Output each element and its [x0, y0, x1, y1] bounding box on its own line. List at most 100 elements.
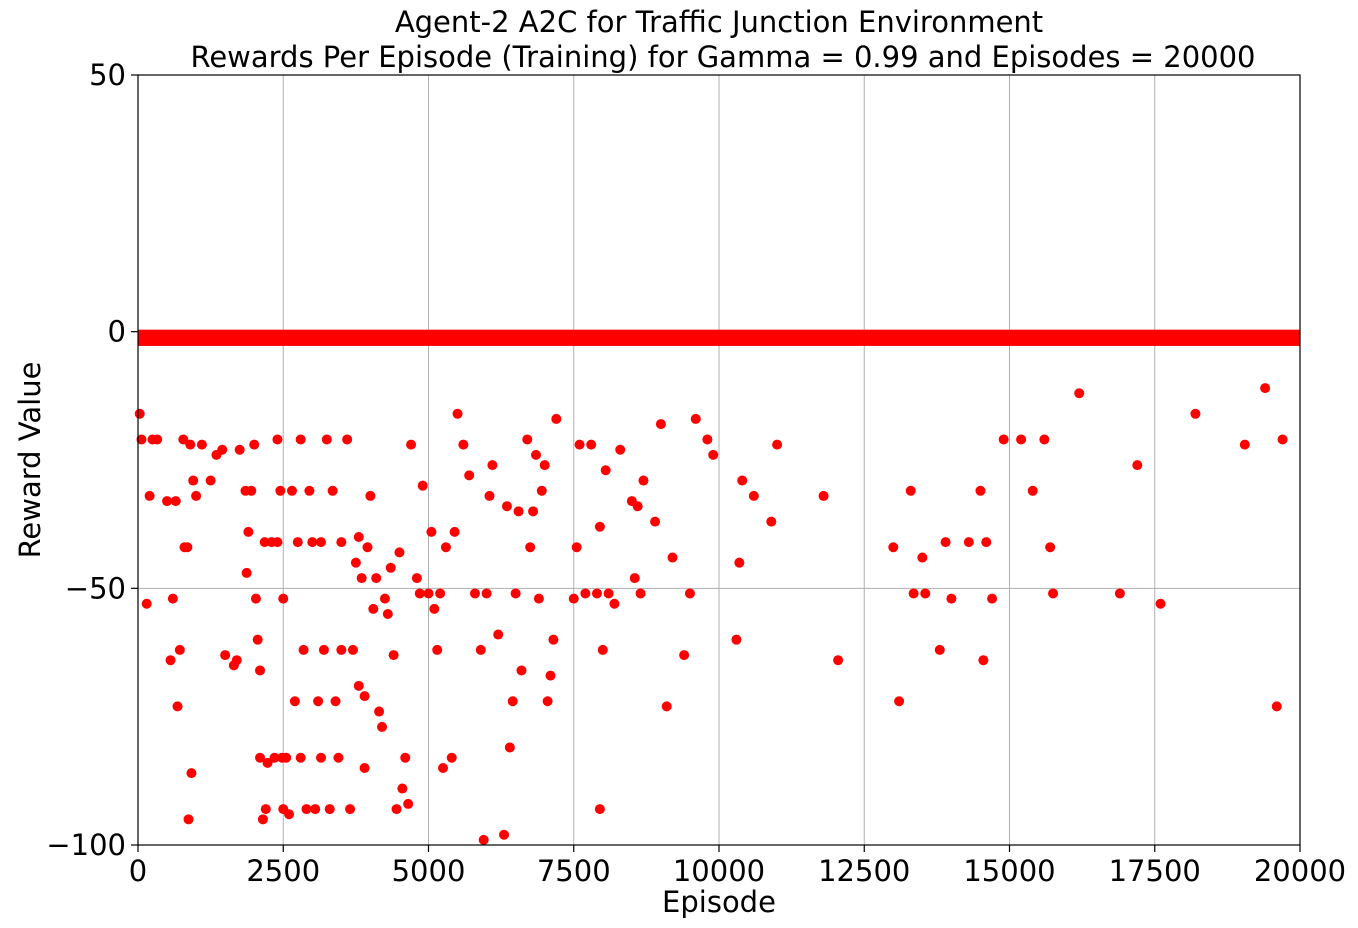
data-point	[469, 588, 480, 599]
data-point	[144, 490, 155, 501]
data-point	[162, 496, 173, 507]
data-point	[934, 644, 945, 655]
data-point	[478, 834, 489, 845]
data-point	[731, 634, 742, 645]
data-point	[504, 742, 515, 753]
data-point	[528, 506, 539, 517]
data-point	[257, 814, 268, 825]
data-point	[196, 439, 207, 450]
data-point	[748, 490, 759, 501]
data-point	[170, 496, 181, 507]
data-point	[594, 521, 605, 532]
data-point	[327, 485, 338, 496]
data-point	[533, 593, 544, 604]
data-point	[388, 650, 399, 661]
data-point	[183, 814, 194, 825]
data-point	[510, 588, 521, 599]
data-point	[667, 552, 678, 563]
data-point	[655, 419, 666, 430]
x-tick-label: 17500	[1109, 854, 1201, 888]
x-axis-ticks: 0 2500 5000 7500 10000 12500 15000 17500 20000	[129, 845, 1346, 888]
data-point	[571, 542, 582, 553]
data-point	[272, 434, 283, 445]
data-point	[615, 444, 626, 455]
data-point	[347, 644, 358, 655]
data-point	[679, 650, 690, 661]
data-point	[894, 696, 905, 707]
x-tick-label: 12500	[818, 854, 910, 888]
data-point	[1155, 598, 1166, 609]
x-tick-label: 10000	[673, 854, 765, 888]
data-point	[307, 537, 318, 548]
data-point	[400, 752, 411, 763]
data-point	[310, 804, 321, 815]
data-point	[905, 485, 916, 496]
data-point	[438, 763, 449, 773]
grid	[137, 74, 1301, 846]
data-point	[220, 650, 231, 661]
data-point	[255, 665, 266, 676]
data-point	[516, 665, 527, 676]
data-point	[708, 449, 719, 460]
data-point	[241, 567, 252, 578]
data-point	[449, 526, 460, 537]
data-point	[336, 537, 347, 548]
data-point	[394, 547, 405, 558]
data-point	[1239, 439, 1250, 450]
data-point	[574, 439, 585, 450]
data-point	[243, 526, 254, 537]
data-point	[1039, 434, 1050, 445]
data-point	[417, 480, 428, 491]
data-point	[766, 516, 777, 527]
data-point	[316, 537, 327, 548]
data-point	[321, 434, 332, 445]
data-point	[278, 593, 289, 604]
data-point	[414, 588, 425, 599]
data-point	[260, 804, 271, 815]
data-point	[134, 408, 145, 419]
data-point	[1016, 434, 1027, 445]
data-point	[493, 629, 504, 640]
data-point	[484, 490, 495, 501]
data-point	[377, 721, 388, 732]
data-point	[262, 757, 273, 768]
data-point	[908, 588, 919, 599]
data-point	[362, 542, 373, 553]
data-points	[134, 329, 1300, 845]
data-point	[702, 434, 713, 445]
data-point	[324, 804, 335, 815]
data-point	[542, 696, 553, 707]
data-point	[920, 588, 931, 599]
data-point	[661, 701, 672, 712]
y-tick-label: 50	[89, 58, 126, 92]
data-point	[963, 537, 974, 548]
data-point	[458, 439, 469, 450]
data-point	[539, 460, 550, 471]
data-point	[586, 439, 597, 450]
chart-subtitle: Rewards Per Episode (Training) for Gamma…	[190, 40, 1255, 74]
data-point	[374, 706, 385, 717]
data-point	[632, 501, 643, 512]
data-point	[734, 557, 745, 568]
data-point	[818, 490, 829, 501]
data-point	[281, 752, 292, 763]
data-point	[481, 588, 492, 599]
data-point	[650, 516, 661, 527]
data-point	[513, 506, 524, 517]
data-point	[981, 537, 992, 548]
data-point	[499, 829, 510, 840]
data-point	[446, 752, 457, 763]
data-point	[286, 485, 297, 496]
data-point	[167, 593, 178, 604]
data-point	[234, 444, 245, 455]
data-point	[406, 439, 417, 450]
x-axis-label: Episode	[662, 885, 776, 919]
data-point	[591, 588, 602, 599]
data-point	[525, 542, 536, 553]
data-point	[275, 485, 286, 496]
data-point	[501, 501, 512, 512]
x-tick-label: 15000	[963, 854, 1055, 888]
data-point	[295, 752, 306, 763]
data-point	[998, 434, 1009, 445]
